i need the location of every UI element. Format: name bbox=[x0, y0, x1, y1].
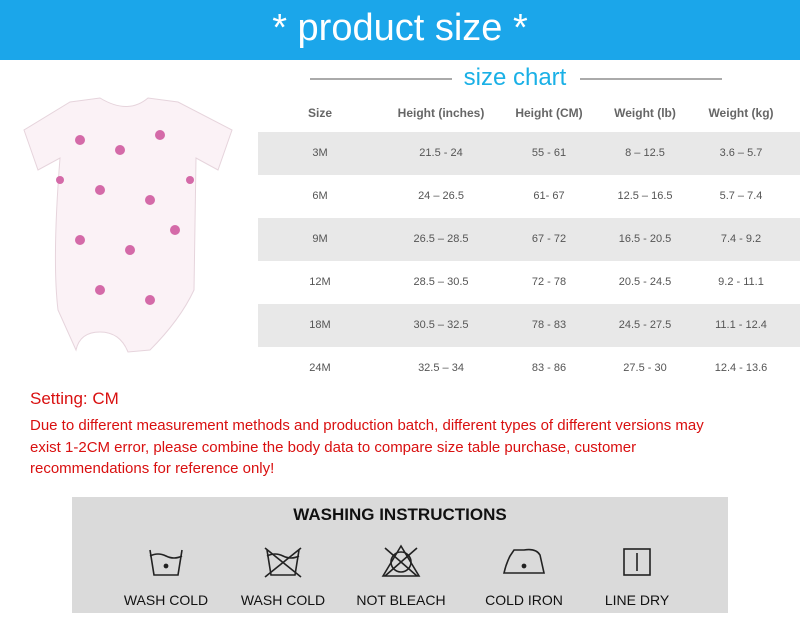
table-cell: 3M bbox=[312, 147, 328, 159]
note-line: exist 1-2CM error, please combine the bo… bbox=[30, 438, 637, 456]
table-cell: 16.5 - 20.5 bbox=[618, 233, 672, 245]
column-header: Height (CM) bbox=[515, 106, 583, 120]
table-cell: 20.5 - 24.5 bbox=[618, 276, 672, 288]
column-header: Weight (lb) bbox=[614, 106, 676, 120]
table-cell: 11.1 - 12.4 bbox=[715, 319, 767, 331]
table-cell: 6M bbox=[312, 190, 328, 202]
table-cell: 21.5 - 24 bbox=[419, 147, 463, 159]
table-cell: 9.2 - 11.1 bbox=[718, 276, 764, 288]
table-cell: 61- 67 bbox=[533, 190, 565, 202]
table-cell: 30.5 – 32.5 bbox=[413, 319, 469, 331]
table-cell: 78 - 83 bbox=[531, 319, 567, 331]
setting: Setting: CM bbox=[30, 389, 119, 408]
washing-title: WASHING INSTRUCTIONS bbox=[293, 505, 507, 524]
table-cell: 72 - 78 bbox=[531, 276, 567, 288]
table-cell: 18M bbox=[309, 319, 331, 331]
washing-label: COLD IRON bbox=[485, 592, 563, 608]
header-title: * product size * bbox=[0, 0, 800, 60]
washing-label: WASH COLD bbox=[240, 592, 326, 608]
table-cell: 3.6 – 5.7 bbox=[719, 147, 763, 159]
table-row: 6M 24 – 26.5 61- 67 12.5 – 16.5 5.7 – 7.4 bbox=[258, 175, 800, 218]
table-cell: 8 – 12.5 bbox=[625, 147, 665, 159]
size-chart-title-text: size chart bbox=[457, 64, 573, 91]
table-cell: 24.5 - 27.5 bbox=[618, 319, 672, 331]
column-header: Size bbox=[307, 106, 333, 120]
table-row: 24M 32.5 – 34 83 - 86 27.5 - 30 12.4 - 13.6 bbox=[258, 347, 800, 390]
table-cell: 55 - 61 bbox=[531, 147, 567, 159]
table-cell: 24 – 26.5 bbox=[418, 190, 464, 202]
table-cell: 26.5 – 28.5 bbox=[413, 233, 469, 245]
table-cell: 12M bbox=[309, 276, 331, 288]
table-cell: 28.5 – 30.5 bbox=[413, 276, 469, 288]
table-cell: 32.5 – 34 bbox=[418, 362, 464, 374]
icon-iron bbox=[503, 548, 545, 574]
size-chart-title: size chart bbox=[258, 64, 772, 92]
column-header: Height (inches) bbox=[397, 106, 485, 120]
washing-icons bbox=[149, 544, 651, 578]
washing-label: NOT BLEACH bbox=[356, 592, 446, 608]
icon-wash bbox=[149, 549, 183, 576]
washing-label: LINE DRY bbox=[604, 592, 670, 608]
table-row: 9M 26.5 – 28.5 67 - 72 16.5 - 20.5 7.4 - 9.2 bbox=[258, 218, 800, 261]
table-cell: 83 - 86 bbox=[531, 362, 567, 374]
table-cell: 9M bbox=[312, 233, 328, 245]
icon-wash-cross bbox=[264, 547, 302, 578]
table-cell: 7.4 - 9.2 bbox=[720, 233, 762, 245]
table-cell: 27.5 - 30 bbox=[623, 362, 667, 374]
table-cell: 12.4 - 13.6 bbox=[714, 362, 768, 374]
icon-bleach bbox=[381, 544, 421, 577]
table-cell: 12.5 – 16.5 bbox=[617, 190, 673, 202]
decor bbox=[23, 78, 722, 353]
icon-dry bbox=[623, 548, 651, 576]
table-cell: 5.7 – 7.4 bbox=[719, 190, 763, 202]
table-row: 12M 28.5 – 30.5 72 - 78 20.5 - 24.5 9.2 - 11… bbox=[258, 261, 800, 304]
note-line: recommendations for reference only! bbox=[30, 460, 275, 477]
note-line: Due to different measurement methods and… bbox=[30, 417, 704, 434]
table-row: 3M 21.5 - 24 55 - 61 8 – 12.5 3.6 – 5.7 bbox=[258, 132, 800, 175]
table-cell: 24M bbox=[309, 362, 331, 374]
table-cell: 67 - 72 bbox=[531, 233, 567, 245]
table-row: 18M 30.5 – 32.5 78 - 83 24.5 - 27.5 11.1 - 1… bbox=[258, 304, 800, 347]
column-header: Weight (kg) bbox=[708, 106, 774, 120]
onesie bbox=[23, 97, 233, 353]
washing-label: WASH COLD bbox=[123, 592, 209, 608]
header-row: Size Height (inches) Height (CM) Weight (lb… bbox=[258, 92, 800, 135]
